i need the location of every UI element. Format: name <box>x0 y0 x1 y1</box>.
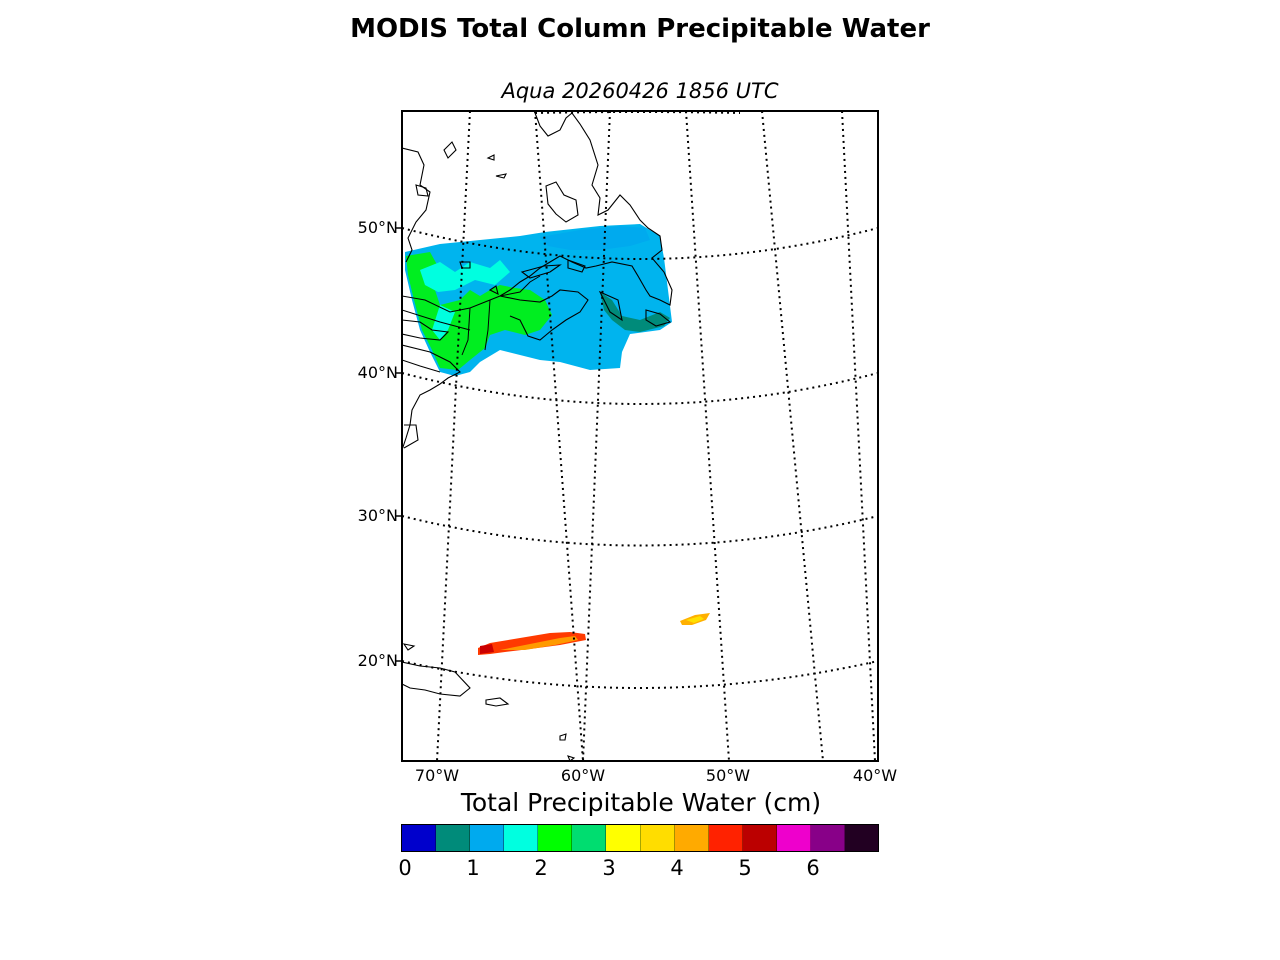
colorbar-title: Total Precipitable Water (cm) <box>460 788 822 817</box>
colorbar <box>401 824 879 852</box>
lon-label-50w: 50°W <box>705 766 751 785</box>
colorbar-tick-label: 1 <box>466 856 480 880</box>
lat-label-40n: 40°N <box>357 363 398 382</box>
parallels <box>402 111 878 689</box>
colorbar-segment <box>776 825 811 851</box>
southern-swath-east <box>680 613 710 625</box>
lon-label-60w: 60°W <box>560 766 606 785</box>
lon-label-70w: 70°W <box>414 766 460 785</box>
colorbar-segment <box>845 825 879 851</box>
lat-label-30n: 30°N <box>357 506 398 525</box>
colorbar-segment <box>504 825 539 851</box>
colorbar-tick-label: 3 <box>602 856 616 880</box>
colorbar-segment <box>606 825 641 851</box>
colorbar-segment <box>436 825 471 851</box>
chart-title: MODIS Total Column Precipitable Water <box>350 14 930 44</box>
map-frame <box>401 110 879 762</box>
northern-swath <box>405 224 672 376</box>
colorbar-tick-label: 6 <box>806 856 820 880</box>
colorbar-segment <box>572 825 607 851</box>
colorbar-segment <box>640 825 675 851</box>
lon-label-40w: 40°W <box>852 766 898 785</box>
colorbar-segment <box>470 825 505 851</box>
colorbar-segment <box>708 825 743 851</box>
colorbar-tick-label: 4 <box>670 856 684 880</box>
chart-subtitle: Aqua 20260426 1856 UTC <box>501 79 779 103</box>
colorbar-segment <box>538 825 573 851</box>
meridians <box>436 111 876 761</box>
colorbar-segment <box>402 825 437 851</box>
colorbar-segment <box>674 825 709 851</box>
southern-swath-west <box>478 632 586 655</box>
colorbar-tick-label: 2 <box>534 856 548 880</box>
colorbar-tick-label: 5 <box>738 856 752 880</box>
lat-label-20n: 20°N <box>357 651 398 670</box>
axis-ticks <box>396 227 402 662</box>
colorbar-tick-label: 0 <box>398 856 412 880</box>
lat-label-50n: 50°N <box>357 218 398 237</box>
colorbar-segment <box>810 825 846 851</box>
colorbar-segment <box>742 825 777 851</box>
